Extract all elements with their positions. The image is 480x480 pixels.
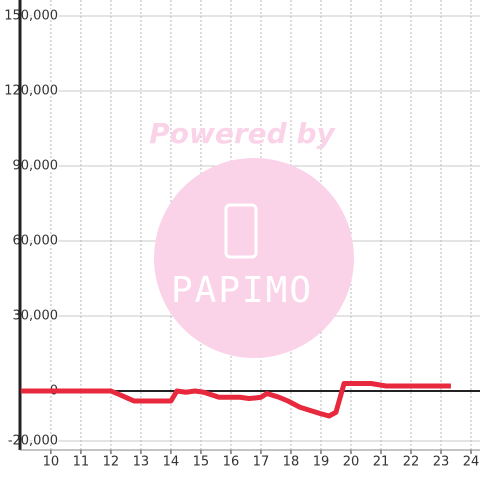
x-tick-label: 24 <box>463 455 480 470</box>
line <box>20 381 451 419</box>
y-tick-label: 120,000 <box>4 84 58 99</box>
x-tick-label: 11 <box>73 455 90 470</box>
y-tick-label: 150,000 <box>4 9 58 24</box>
x-tick-label: 23 <box>433 455 450 470</box>
x-tick-label: 20 <box>343 455 360 470</box>
x-tick-label: 12 <box>103 455 120 470</box>
x-tick-label: 14 <box>163 455 180 470</box>
watermark-text: Powered by <box>149 117 336 150</box>
x-tick-label: 19 <box>313 455 330 470</box>
x-tick-label: 16 <box>223 455 240 470</box>
y-tick-label: -20,000 <box>8 434 58 449</box>
x-tick-label: 15 <box>193 455 210 470</box>
x-tick-label: 13 <box>133 455 150 470</box>
watermark: Powered by PAPIMO <box>149 117 354 358</box>
y-tick-label: 60,000 <box>13 234 59 249</box>
x-tick-label: 22 <box>403 455 420 470</box>
watermark-logo: PAPIMO <box>171 270 313 311</box>
x-tick-label: 18 <box>283 455 300 470</box>
watermark-phone <box>224 203 258 259</box>
x-tick-label: 17 <box>253 455 270 470</box>
x-tick-label: 21 <box>373 455 390 470</box>
y-tick-label: 90,000 <box>13 159 59 174</box>
x-tick-label: 10 <box>43 455 60 470</box>
y-tick-label: 30,000 <box>13 309 59 324</box>
